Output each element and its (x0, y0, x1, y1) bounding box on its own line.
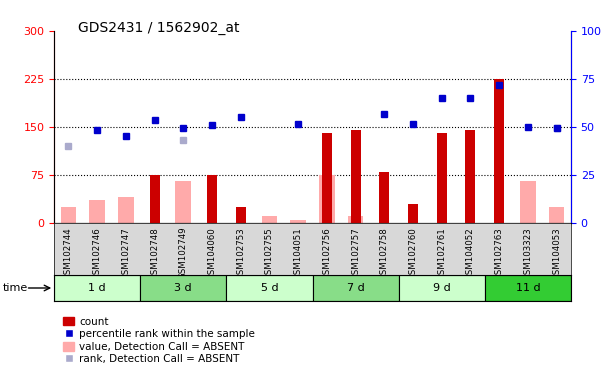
Bar (207, 175, 217, 223)
Text: GSM104060: GSM104060 (207, 227, 216, 280)
Bar (290, 220, 306, 223)
Text: GSM102756: GSM102756 (322, 227, 331, 280)
Bar (398, 275, 485, 301)
Text: GSM102749: GSM102749 (179, 227, 188, 280)
Text: GSM103323: GSM103323 (523, 227, 532, 280)
Text: GSM102748: GSM102748 (150, 227, 159, 280)
Text: GSM104052: GSM104052 (466, 227, 475, 280)
Bar (408, 204, 418, 223)
Bar (313, 275, 398, 301)
Text: GSM102746: GSM102746 (93, 227, 102, 280)
Text: GSM102761: GSM102761 (438, 227, 446, 280)
Text: GSM102758: GSM102758 (380, 227, 389, 280)
Text: 3 d: 3 d (174, 283, 192, 293)
Bar (319, 175, 335, 223)
Text: 5 d: 5 d (261, 283, 278, 293)
Bar (54, 275, 140, 301)
Text: GSM102747: GSM102747 (121, 227, 130, 280)
Bar (236, 207, 246, 223)
Bar (494, 79, 504, 223)
Text: GSM102744: GSM102744 (64, 227, 73, 280)
Bar (465, 130, 475, 223)
Text: 9 d: 9 d (433, 283, 451, 293)
Bar (549, 207, 564, 223)
Text: GSM102757: GSM102757 (351, 227, 360, 280)
Bar (348, 216, 364, 223)
Bar (485, 275, 571, 301)
Bar (322, 133, 332, 223)
Bar (379, 172, 389, 223)
Bar (90, 200, 105, 223)
Bar (175, 181, 191, 223)
Bar (227, 275, 313, 301)
Text: 7 d: 7 d (347, 283, 364, 293)
Text: 11 d: 11 d (516, 283, 540, 293)
Text: GSM102755: GSM102755 (265, 227, 274, 280)
Text: GSM104051: GSM104051 (294, 227, 303, 280)
Text: GSM104053: GSM104053 (552, 227, 561, 280)
Bar (150, 175, 160, 223)
Bar (437, 133, 447, 223)
Bar (140, 275, 227, 301)
Text: GSM102760: GSM102760 (409, 227, 418, 280)
Text: GSM102763: GSM102763 (495, 227, 504, 280)
Bar (520, 181, 535, 223)
Bar (261, 216, 277, 223)
Legend: count, percentile rank within the sample, value, Detection Call = ABSENT, rank, : count, percentile rank within the sample… (59, 313, 259, 369)
Bar (61, 207, 76, 223)
Bar (350, 130, 361, 223)
Bar (118, 197, 134, 223)
Text: GSM102753: GSM102753 (236, 227, 245, 280)
Text: GDS2431 / 1562902_at: GDS2431 / 1562902_at (78, 21, 240, 35)
Text: 1 d: 1 d (88, 283, 106, 293)
Text: time: time (3, 283, 28, 293)
